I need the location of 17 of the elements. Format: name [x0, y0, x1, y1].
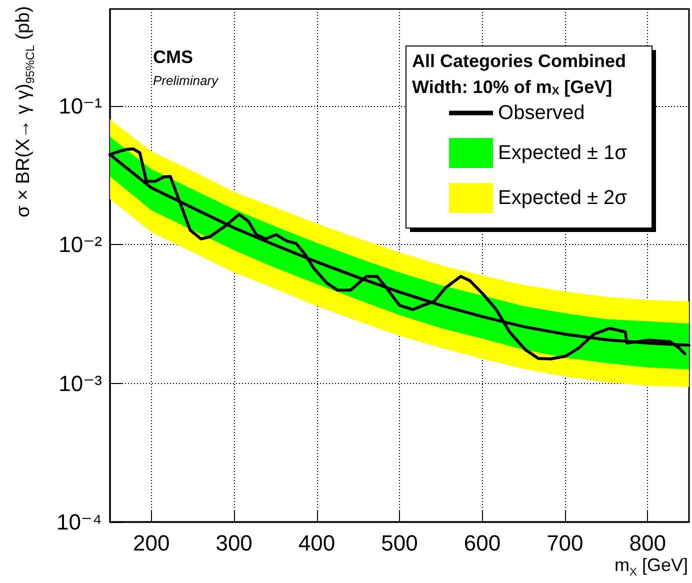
x-tick-label: 800 — [629, 530, 666, 556]
y-tick-label: 10⁻⁴ — [56, 510, 102, 534]
x-tick-label: 500 — [381, 530, 418, 556]
x-tick-label: 300 — [216, 530, 252, 556]
y-tick-label: 10⁻³ — [58, 370, 102, 396]
x-axis-title: m$_{X}$ [GeV] — [614, 555, 688, 579]
y-tick-label: 10⁻² — [58, 232, 102, 258]
annotation: CMS — [153, 47, 193, 67]
legend-label: Observed — [498, 102, 585, 124]
legend-label: Expected ± 1σ — [498, 142, 628, 164]
x-tick-label: 200 — [133, 530, 170, 556]
x-tick-label: 600 — [464, 530, 501, 556]
x-tick-label: 400 — [298, 530, 336, 556]
legend-label: Expected ± 2σ — [498, 187, 628, 209]
annotation: Preliminary — [153, 73, 220, 88]
y-tick-label: 10⁻¹ — [58, 93, 102, 118]
x-tick-label: 700 — [546, 530, 584, 556]
